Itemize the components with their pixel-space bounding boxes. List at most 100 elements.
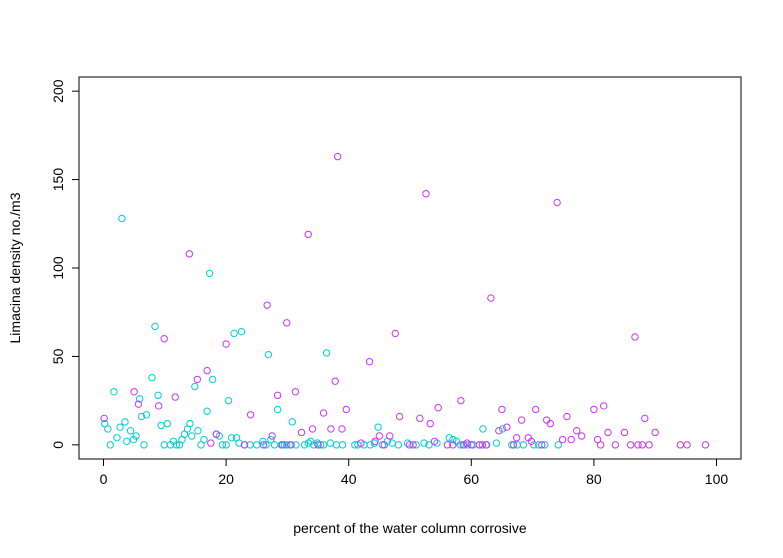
data-point	[332, 441, 341, 449]
data-point	[273, 391, 282, 400]
data-point	[172, 441, 181, 449]
data-point	[126, 427, 135, 435]
data-point	[527, 437, 536, 446]
data-point	[338, 425, 346, 433]
data-point	[160, 335, 168, 343]
data-point	[319, 409, 328, 417]
data-point	[479, 425, 487, 433]
data-point	[132, 432, 140, 440]
data-point	[626, 441, 635, 449]
y-tick-label: 100	[50, 256, 66, 280]
data-point	[430, 437, 439, 446]
data-point	[208, 375, 217, 384]
data-point	[405, 441, 414, 449]
data-point	[517, 416, 526, 424]
data-point	[267, 435, 275, 444]
data-point	[121, 418, 129, 426]
data-point	[160, 441, 168, 449]
data-point	[207, 439, 215, 447]
data-point	[498, 405, 506, 414]
data-point	[425, 441, 433, 449]
data-point	[459, 441, 468, 449]
data-point	[185, 250, 194, 258]
data-point	[237, 327, 246, 336]
data-point	[434, 404, 442, 412]
data-point	[246, 411, 255, 419]
data-point	[222, 441, 230, 449]
data-point	[253, 441, 261, 449]
data-point	[188, 432, 196, 440]
data-point	[449, 441, 457, 449]
data-point	[452, 437, 461, 446]
y-tick-label: 0	[50, 441, 66, 449]
data-point	[420, 439, 428, 447]
y-tick-label: 150	[50, 168, 66, 192]
data-point	[100, 414, 108, 423]
data-point	[116, 423, 124, 431]
x-tick-label: 80	[586, 471, 602, 487]
x-tick-label: 60	[464, 471, 480, 487]
data-point	[263, 301, 271, 309]
data-point	[641, 414, 649, 423]
data-point	[577, 432, 586, 440]
data-point	[371, 437, 379, 446]
data-point	[154, 391, 162, 400]
data-point	[631, 333, 639, 341]
data-point	[531, 405, 540, 414]
data-point	[316, 441, 325, 449]
data-point	[338, 441, 347, 449]
data-point	[205, 269, 214, 278]
data-point	[651, 428, 659, 437]
data-point	[104, 425, 112, 433]
data-point	[487, 294, 495, 302]
data-point	[268, 432, 276, 440]
data-point	[326, 439, 335, 447]
data-point	[366, 441, 374, 449]
x-tick-label: 100	[705, 471, 729, 487]
data-point	[292, 441, 300, 449]
data-point	[456, 441, 464, 449]
data-point	[538, 441, 546, 449]
data-point	[395, 412, 404, 421]
data-point	[457, 396, 465, 405]
data-point	[300, 441, 309, 449]
y-tick-label: 200	[50, 79, 66, 103]
data-point	[191, 382, 199, 391]
data-point	[273, 405, 282, 414]
data-point	[259, 441, 268, 449]
data-point	[171, 393, 179, 401]
data-point	[604, 428, 612, 437]
data-point	[291, 388, 300, 396]
data-point	[262, 441, 270, 449]
data-point	[542, 416, 551, 424]
data-point	[426, 419, 434, 428]
y-axis: 0 50 100 150 200	[50, 79, 79, 449]
data-point	[140, 441, 148, 449]
data-point	[467, 441, 475, 449]
data-point	[563, 412, 571, 421]
data-point	[180, 430, 189, 438]
data-point	[374, 423, 382, 431]
data-point	[443, 441, 452, 449]
data-point	[194, 427, 202, 435]
data-point	[391, 329, 399, 338]
data-point	[416, 414, 424, 423]
data-point	[380, 441, 388, 449]
series-1	[101, 214, 563, 449]
data-point	[331, 377, 339, 385]
x-axis-label: percent of the water column corrosive	[293, 520, 527, 536]
data-point	[118, 214, 126, 223]
data-point	[283, 441, 291, 449]
data-point	[512, 434, 521, 442]
data-point	[200, 435, 208, 444]
x-axis: 0 20 40 60 80 100	[100, 459, 729, 487]
data-point	[240, 441, 249, 449]
data-point	[634, 441, 642, 449]
data-point	[130, 388, 138, 396]
data-point	[498, 425, 507, 433]
data-point	[270, 441, 279, 449]
data-point	[106, 441, 114, 449]
data-point	[620, 428, 629, 437]
data-point	[278, 441, 287, 449]
data-point	[492, 439, 501, 447]
